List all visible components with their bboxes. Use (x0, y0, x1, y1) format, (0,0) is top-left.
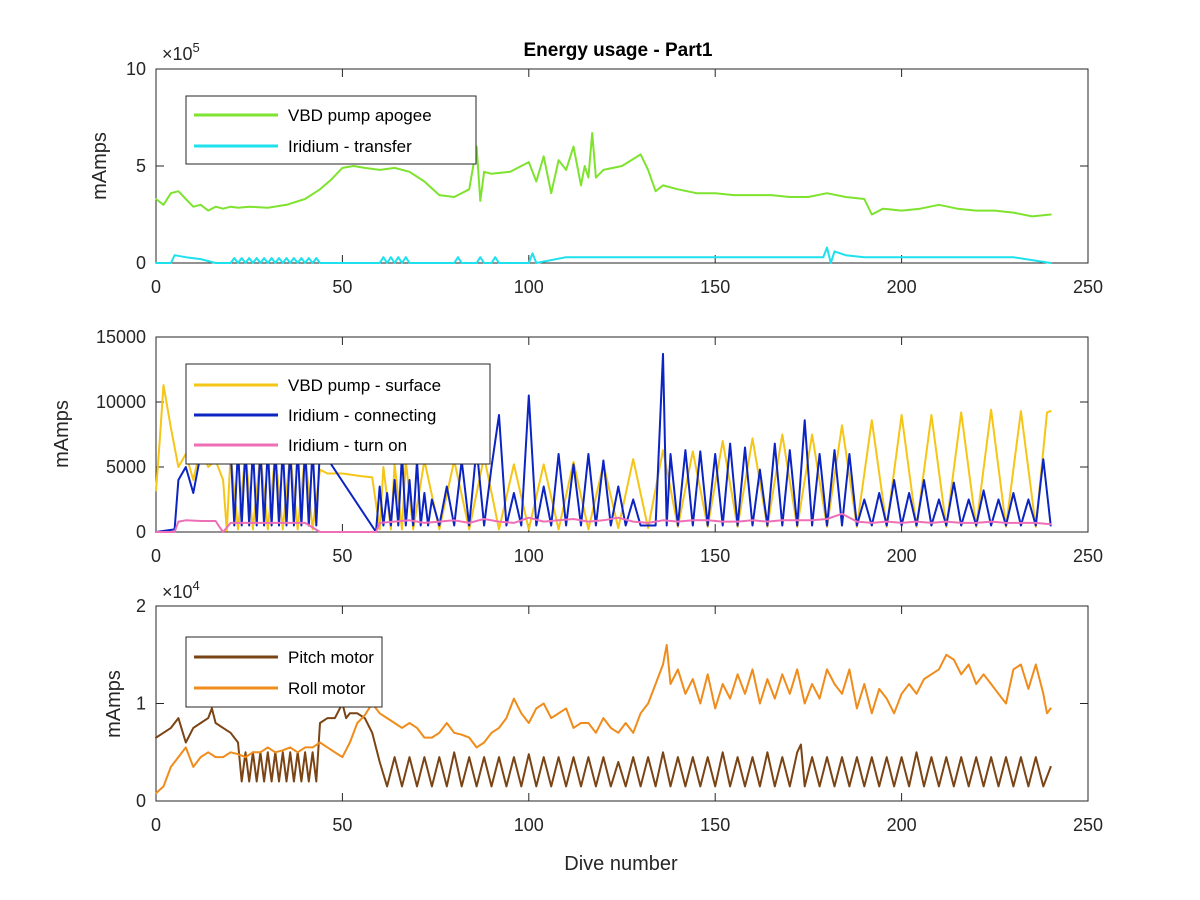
legend-label-iridium-turn-on: Iridium - turn on (288, 436, 407, 455)
series-line-vbd-pump-surface (155, 384, 1052, 532)
series-line-iridium-transfer (155, 246, 1052, 264)
x-tick-label: 50 (332, 546, 352, 566)
legend-label-vbd-surface: VBD pump - surface (288, 376, 441, 395)
legend-label-roll-motor: Roll motor (288, 679, 366, 698)
x-tick-label: 250 (1073, 546, 1103, 566)
legend-1: VBD pump apogee Iridium - transfer (185, 95, 477, 165)
y-axis-ticks-2: 0 5000 10000 15000 (96, 327, 1088, 542)
x-axis-label: Dive number (564, 853, 678, 875)
y-tick-label: 1 (136, 694, 146, 714)
y-tick-label: 0 (136, 253, 146, 273)
x-tick-label: 50 (332, 815, 352, 835)
legend-2: VBD pump - surface Iridium - connecting … (185, 363, 491, 465)
series-line-vbd-pump-apogee (155, 132, 1052, 218)
y-tick-label: 2 (136, 596, 146, 616)
x-tick-label: 250 (1073, 815, 1103, 835)
y-tick-label: 10 (126, 59, 146, 79)
y-axis-ticks-1: 0 5 10 (126, 59, 1088, 273)
panel-2: 0 50 100 150 200 250 0 5000 10000 15000 mAmps VB… (51, 327, 1103, 566)
y-axis-label-2: mAmps (51, 400, 73, 468)
legend-label-iridium-connecting: Iridium - connecting (288, 406, 436, 425)
panel-3: 0 50 100 150 200 250 0 1 2 ×104 mAmps Pitch mot… (103, 578, 1103, 835)
y-tick-label: 5000 (106, 457, 146, 477)
y-tick-label: 0 (136, 522, 146, 542)
legend-label-vbd-apogee: VBD pump apogee (288, 106, 432, 125)
y-tick-label: 15000 (96, 327, 146, 347)
x-tick-label: 250 (1073, 277, 1103, 297)
x-axis-ticks-3: 0 50 100 150 200 250 (151, 606, 1103, 835)
y-tick-label: 0 (136, 791, 146, 811)
series-line-pitch-motor (155, 702, 1052, 788)
legend-label-iridium-transfer: Iridium - transfer (288, 137, 412, 156)
x-tick-label: 150 (700, 546, 730, 566)
x-axis-ticks-1: 0 50 100 150 200 250 (151, 69, 1103, 297)
legend-box-1 (185, 95, 477, 165)
x-tick-label: 0 (151, 815, 161, 835)
y-axis-label-1: mAmps (89, 132, 111, 200)
y-axis-label-3: mAmps (103, 670, 125, 738)
legend-box-3 (185, 636, 383, 708)
exponent-label-1: ×105 (162, 40, 200, 64)
x-tick-label: 200 (887, 546, 917, 566)
panel-1: 0 50 100 150 200 250 0 5 10 ×105 mAmps VBD pump… (89, 40, 1103, 297)
x-tick-label: 150 (700, 277, 730, 297)
series-lines-1 (155, 132, 1052, 264)
exponent-label-3: ×104 (162, 578, 200, 602)
y-axis-ticks-3: 0 1 2 (136, 596, 1088, 811)
legend-3: Pitch motor Roll motor (185, 636, 383, 708)
x-tick-label: 100 (514, 815, 544, 835)
x-tick-label: 150 (700, 815, 730, 835)
x-tick-label: 50 (332, 277, 352, 297)
x-tick-label: 0 (151, 277, 161, 297)
x-tick-label: 200 (887, 277, 917, 297)
x-tick-label: 200 (887, 815, 917, 835)
y-tick-label: 5 (136, 156, 146, 176)
x-tick-label: 100 (514, 546, 544, 566)
legend-label-pitch-motor: Pitch motor (288, 648, 374, 667)
series-line-iridium-turn-on (155, 512, 1052, 533)
chart-title: Energy usage - Part1 (523, 40, 712, 61)
series-line-roll-motor (155, 644, 1052, 795)
x-tick-label: 100 (514, 277, 544, 297)
series-line-iridium-connecting (155, 352, 1052, 533)
series-lines-3 (155, 644, 1052, 795)
series-lines-2 (155, 352, 1052, 533)
y-tick-label: 10000 (96, 392, 146, 412)
x-tick-label: 0 (151, 546, 161, 566)
